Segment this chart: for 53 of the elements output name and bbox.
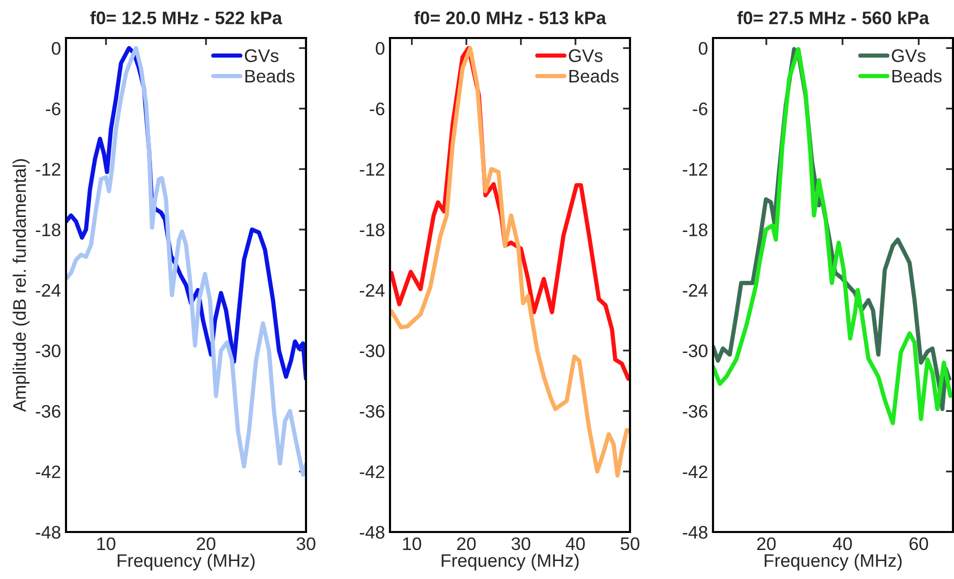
y-tick-label: -48 — [36, 526, 60, 539]
legend-label: Beads — [245, 69, 295, 83]
y-tick-label: -24 — [36, 284, 61, 297]
y-tick-label: -12 — [360, 162, 384, 176]
x-tick-label: 40 — [832, 537, 852, 550]
chart-title: f0= 20.0 MHz - 513 kPa — [414, 11, 606, 24]
y-axis-title: Amplitude (dB rel. fundamental) — [12, 159, 30, 412]
x-tick-label: 60 — [910, 537, 928, 550]
x-tick-label: 30 — [296, 537, 316, 550]
legend-label: Beads — [569, 69, 619, 83]
x-tick-label: 40 — [566, 537, 585, 550]
y-tick-label: -30 — [36, 344, 60, 358]
y-tick-label: -42 — [682, 465, 708, 478]
y-tick-label: 0 — [52, 42, 60, 55]
legend-label: GVs — [244, 49, 278, 62]
x-axis-title: Frequency (MHz) — [764, 554, 902, 571]
y-tick-label: -18 — [682, 223, 708, 236]
chart-title: f0= 27.5 MHz - 560 kPa — [737, 11, 930, 24]
chart-title: f0= 12.5 MHz - 522 kPa — [90, 11, 282, 24]
y-tick-label: -36 — [360, 404, 384, 418]
x-tick-label: 30 — [512, 537, 530, 550]
x-tick-label: 20 — [196, 537, 216, 550]
line-series — [66, 46, 306, 477]
y-tick-label: -18 — [360, 223, 384, 236]
y-tick-label: -30 — [682, 344, 708, 358]
legend-label: Beads — [892, 69, 942, 83]
y-tick-label: -6 — [46, 102, 60, 116]
x-axis-title: Frequency (MHz) — [442, 554, 579, 571]
line-series — [390, 46, 630, 478]
y-tick-label: -48 — [682, 526, 708, 539]
y-tick-label: -48 — [360, 526, 384, 539]
x-tick-label: 10 — [403, 537, 422, 550]
x-tick-label: 50 — [620, 537, 640, 550]
x-axis-title: Frequency (MHz) — [118, 554, 255, 571]
y-tick-label: -12 — [36, 162, 60, 176]
y-tick-label: -6 — [370, 102, 384, 116]
y-tick-label: -24 — [682, 284, 708, 297]
y-tick-label: 0 — [698, 42, 708, 55]
y-tick-label: -24 — [360, 284, 385, 297]
y-tick-label: -18 — [36, 223, 60, 236]
y-tick-label: -12 — [682, 162, 708, 176]
legend-label: GVs — [892, 49, 926, 62]
y-tick-label: -6 — [692, 102, 708, 116]
x-tick-label: 10 — [97, 537, 116, 550]
y-tick-label: -30 — [360, 344, 384, 358]
x-tick-label: 20 — [757, 537, 776, 550]
y-tick-label: 0 — [376, 42, 384, 55]
y-tick-label: -42 — [36, 465, 60, 478]
y-tick-label: -36 — [682, 404, 708, 418]
x-tick-label: 20 — [457, 537, 476, 550]
y-tick-label: -42 — [360, 465, 384, 478]
y-tick-label: -36 — [36, 404, 60, 418]
legend-label: GVs — [568, 49, 602, 62]
